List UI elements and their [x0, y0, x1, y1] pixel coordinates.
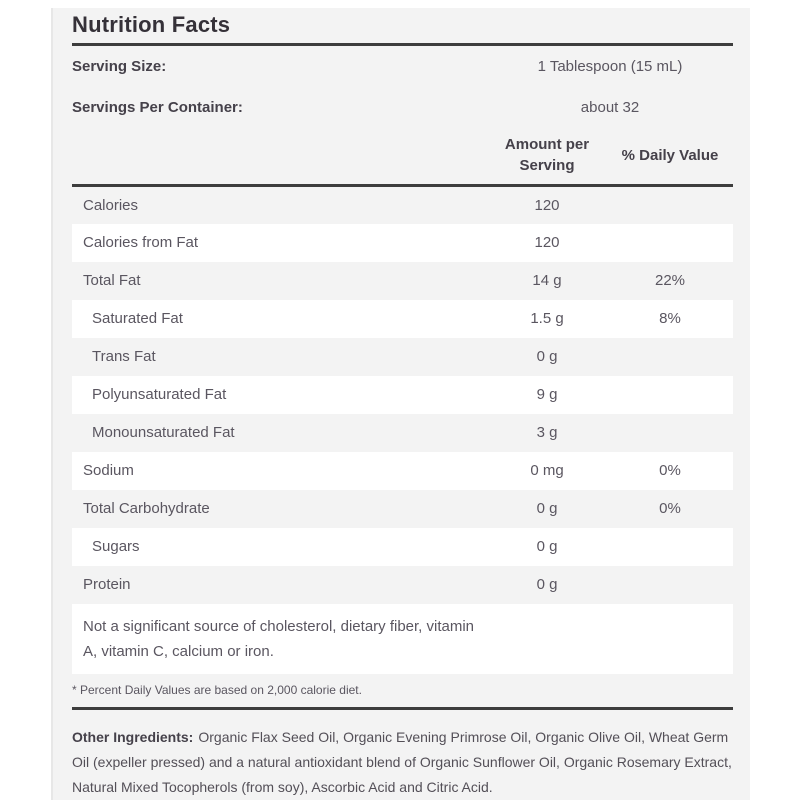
table-row-polyunsaturated-fat: Polyunsaturated Fat 9 g	[72, 375, 733, 414]
daily-value	[607, 414, 733, 452]
nutrient-name: Calories	[83, 196, 139, 214]
serving-size-label: Serving Size:	[72, 58, 167, 75]
insignificant-source-note: Not a significant source of cholesterol,…	[72, 604, 733, 674]
table-row-monounsaturated-fat: Monounsaturated Fat 3 g	[72, 414, 733, 452]
title-divider	[72, 43, 733, 46]
serving-size-row: Serving Size: 1 Tablespoon (15 mL)	[72, 46, 733, 87]
servings-per-container-label: Servings Per Container:	[72, 99, 243, 116]
nutrient-name: Monounsaturated Fat	[92, 424, 235, 441]
nutrition-facts-title: Nutrition Facts	[72, 12, 231, 37]
insignificant-source-note-row: Not a significant source of cholesterol,…	[72, 603, 733, 674]
daily-value	[607, 376, 733, 414]
nutrient-name: Saturated Fat	[92, 310, 183, 327]
amount-value: 120	[534, 234, 560, 251]
nutrient-name: Total Fat	[83, 272, 141, 289]
daily-value: 0%	[659, 500, 681, 517]
amount-value: 0 g	[536, 538, 558, 555]
serving-info-table: Serving Size: 1 Tablespoon (15 mL) Servi…	[72, 46, 733, 128]
table-row-saturated-fat: Saturated Fat 1.5 g 8%	[72, 299, 733, 338]
note-line-1: Not a significant source of cholesterol,…	[83, 617, 475, 635]
other-ingredients-paragraph: Other Ingredients: Organic Flax Seed Oil,…	[72, 725, 733, 800]
nutrition-facts-table: Amount per Serving % Daily Value Calorie…	[72, 128, 733, 710]
amount-value: 9 g	[536, 386, 558, 403]
amount-value: 3 g	[536, 424, 558, 441]
amount-value: 14 g	[532, 272, 562, 289]
amount-value: 0 g	[536, 348, 558, 365]
daily-value: 22%	[654, 272, 686, 289]
note-line-2: A, vitamin C, calcium or iron.	[83, 642, 274, 660]
daily-value	[607, 566, 733, 604]
servings-per-container-row: Servings Per Container: about 32	[72, 87, 733, 128]
nutrient-name: Polyunsaturated Fat	[92, 386, 227, 403]
serving-size-value: 1 Tablespoon (15 mL)	[537, 58, 683, 75]
daily-value	[607, 528, 733, 566]
nutrient-name: Total Carbohydrate	[83, 500, 210, 517]
table-row-protein: Protein 0 g	[72, 566, 733, 604]
table-row-trans-fat: Trans Fat 0 g	[72, 338, 733, 376]
amount-value: 0 mg	[530, 462, 564, 479]
amount-value: 0 g	[536, 500, 558, 517]
nutrient-name: Protein	[83, 576, 131, 593]
table-row-calories: Calories 120	[72, 186, 733, 224]
daily-value-footnote-row: * Percent Daily Values are based on 2,00…	[72, 673, 733, 710]
daily-value-footnote: * Percent Daily Values are based on 2,00…	[72, 673, 733, 710]
daily-value: 8%	[659, 310, 681, 327]
daily-value	[607, 224, 733, 262]
table-row-total-carbohydrate: Total Carbohydrate 0 g 0%	[72, 490, 733, 528]
nutrient-name: Calories from Fat	[83, 234, 199, 251]
nutrient-column-header	[72, 128, 487, 187]
daily-value	[607, 186, 733, 224]
nutrient-name: Trans Fat	[92, 348, 156, 365]
amount-value: 1.5 g	[530, 310, 564, 327]
servings-per-container-value: about 32	[580, 99, 640, 116]
column-header-row: Amount per Serving % Daily Value	[72, 128, 733, 187]
table-row-calories-from-fat: Calories from Fat 120	[72, 223, 733, 262]
other-ingredients-text: Organic Flax Seed Oil, Organic Evening P…	[72, 729, 732, 795]
nutrient-name: Sugars	[92, 538, 140, 555]
table-row-sugars: Sugars 0 g	[72, 527, 733, 566]
amount-column-header: Amount per Serving	[487, 128, 607, 187]
daily-value	[607, 338, 733, 376]
nutrient-name: Sodium	[83, 462, 134, 479]
amount-value: 0 g	[536, 576, 558, 593]
daily-value-column-header: % Daily Value	[607, 128, 733, 187]
nutrition-facts-panel: Nutrition Facts Serving Size: 1 Tablespo…	[51, 8, 750, 800]
table-row-sodium: Sodium 0 mg 0%	[72, 451, 733, 490]
daily-value: 0%	[659, 462, 681, 479]
other-ingredients-label: Other Ingredients:	[72, 729, 194, 745]
amount-value: 120	[534, 196, 560, 214]
table-row-total-fat: Total Fat 14 g 22%	[72, 262, 733, 300]
